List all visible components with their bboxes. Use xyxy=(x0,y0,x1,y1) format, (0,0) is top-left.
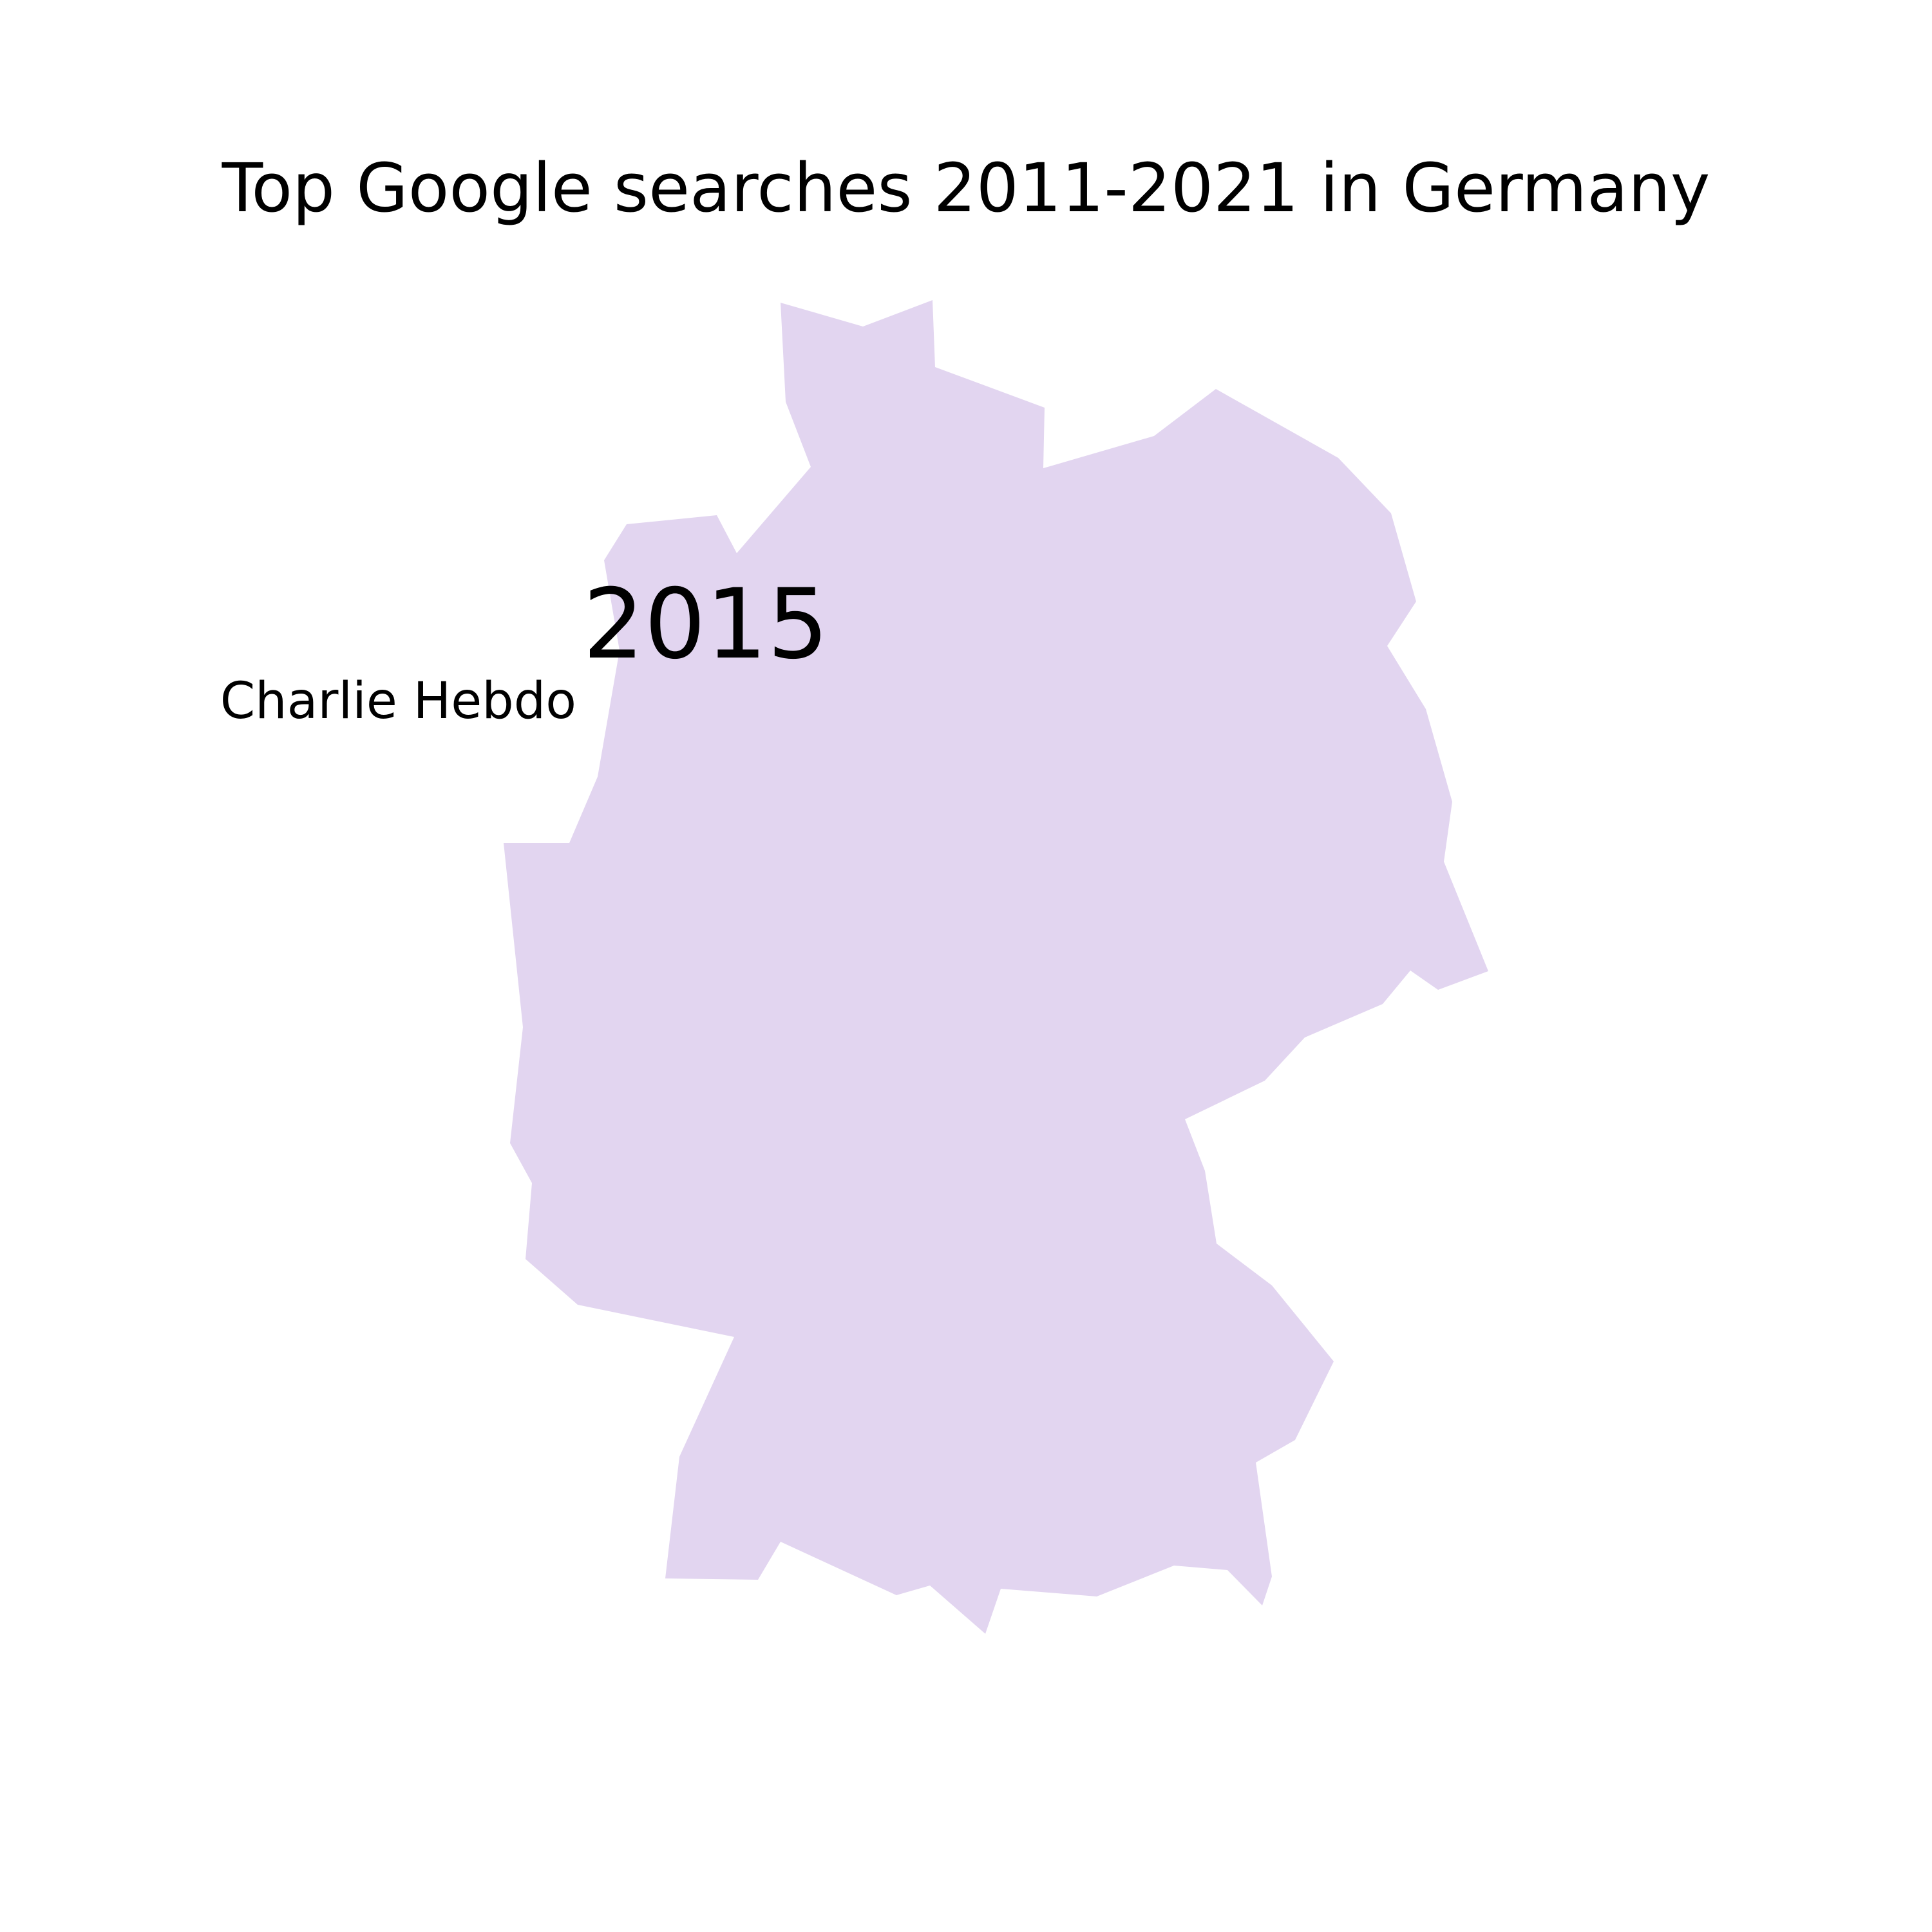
germany-country-shape xyxy=(504,300,1488,1634)
top-search-label: Charlie Hebdo xyxy=(220,672,576,730)
map-title: Top Google searches 2011-2021 in Germany xyxy=(222,149,1710,227)
year-label: 2015 xyxy=(583,569,829,681)
